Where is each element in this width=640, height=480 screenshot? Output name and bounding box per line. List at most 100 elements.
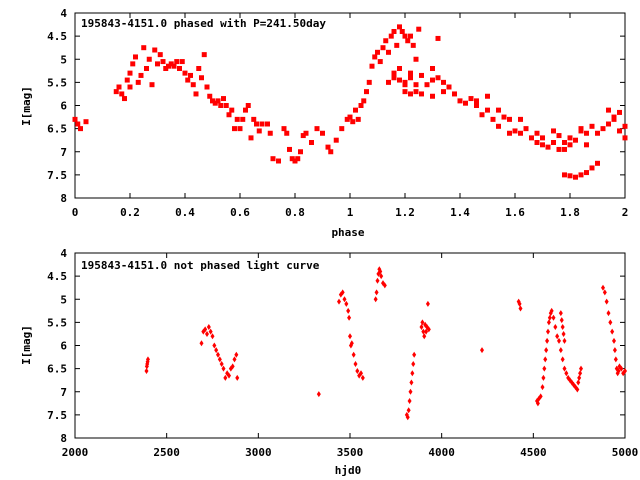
x-ticks: 0 0.2 0.4 0.6 0.8 1 1.2 1.4 1.6 1.8 2 bbox=[72, 13, 628, 219]
y-axis-label: I[mag] bbox=[20, 86, 33, 126]
data-point bbox=[201, 52, 207, 58]
data-point bbox=[373, 296, 378, 303]
data-point bbox=[364, 89, 369, 95]
data-point bbox=[408, 91, 413, 97]
data-point bbox=[402, 33, 408, 39]
data-point bbox=[130, 61, 136, 67]
x-ticks: 2000 2500 3000 3500 4000 4500 5000 bbox=[62, 253, 639, 459]
data-point bbox=[604, 298, 609, 305]
data-point bbox=[562, 172, 567, 178]
data-point bbox=[265, 121, 270, 127]
data-point bbox=[578, 128, 584, 134]
data-points bbox=[72, 24, 628, 180]
data-point bbox=[259, 121, 265, 127]
data-point bbox=[546, 328, 550, 335]
data-point bbox=[358, 103, 364, 108]
data-point bbox=[339, 126, 345, 132]
data-point bbox=[355, 116, 361, 122]
data-point bbox=[355, 367, 360, 374]
data-point bbox=[560, 324, 565, 330]
chart-title: 195843-4151.0 phased with P=241.50day bbox=[81, 17, 326, 30]
data-point bbox=[227, 372, 231, 379]
data-point bbox=[534, 130, 540, 136]
x-tick-label: 5000 bbox=[612, 446, 639, 459]
data-point bbox=[133, 54, 138, 60]
data-point bbox=[424, 328, 429, 335]
data-point bbox=[72, 116, 78, 122]
data-point bbox=[174, 59, 180, 65]
data-point bbox=[391, 29, 397, 34]
data-point bbox=[577, 374, 582, 381]
data-point bbox=[452, 91, 457, 97]
data-point bbox=[610, 328, 615, 335]
data-point bbox=[353, 107, 358, 113]
data-point bbox=[584, 142, 589, 148]
y-tick-label: 6 bbox=[60, 340, 67, 353]
data-point bbox=[406, 407, 411, 414]
data-point bbox=[541, 374, 546, 381]
data-point bbox=[309, 140, 314, 145]
data-point bbox=[146, 56, 152, 62]
data-point bbox=[205, 330, 209, 337]
data-point bbox=[518, 116, 523, 122]
data-point bbox=[425, 300, 430, 307]
data-point bbox=[490, 116, 496, 122]
y-tick-label: 7 bbox=[60, 386, 67, 399]
data-point bbox=[179, 59, 185, 65]
data-point bbox=[214, 347, 219, 354]
data-point bbox=[549, 307, 554, 314]
data-point bbox=[557, 337, 561, 344]
data-point bbox=[207, 93, 213, 99]
data-point bbox=[553, 324, 558, 330]
data-point bbox=[223, 374, 228, 381]
data-point bbox=[116, 84, 122, 90]
data-point bbox=[567, 135, 573, 141]
data-point bbox=[441, 79, 446, 85]
data-point bbox=[606, 121, 611, 127]
data-point bbox=[188, 72, 193, 78]
data-point bbox=[501, 114, 507, 120]
data-point bbox=[540, 142, 545, 148]
data-point bbox=[576, 379, 581, 386]
data-point bbox=[292, 158, 298, 164]
data-point bbox=[216, 351, 220, 358]
data-point bbox=[157, 52, 163, 58]
y-tick-label: 7.5 bbox=[47, 409, 67, 422]
data-point bbox=[351, 351, 356, 358]
data-point bbox=[276, 158, 281, 164]
data-point bbox=[402, 89, 408, 95]
data-point bbox=[333, 137, 339, 143]
phased-light-curve-panel: 195843-4151.0 phased with P=241.50day ph… bbox=[20, 7, 628, 239]
x-tick-label: 1 bbox=[347, 206, 354, 219]
data-point bbox=[402, 79, 408, 85]
data-point bbox=[556, 146, 562, 152]
data-point bbox=[397, 66, 402, 71]
x-tick-label: 2500 bbox=[153, 446, 180, 459]
plot-frame bbox=[74, 12, 626, 199]
data-point bbox=[386, 49, 391, 55]
y-tick-label: 4.5 bbox=[47, 30, 67, 43]
data-point bbox=[485, 107, 490, 113]
y-tick-label: 7.5 bbox=[47, 169, 67, 182]
data-point bbox=[564, 370, 569, 377]
y-tick-label: 6 bbox=[60, 100, 67, 113]
data-point bbox=[409, 379, 414, 386]
data-point bbox=[573, 137, 578, 143]
data-point bbox=[375, 49, 380, 55]
data-point bbox=[606, 310, 611, 317]
data-point bbox=[199, 340, 204, 347]
data-point bbox=[168, 61, 174, 67]
data-point bbox=[474, 103, 479, 108]
y-tick-label: 5.5 bbox=[47, 76, 67, 89]
data-point bbox=[289, 156, 295, 162]
data-point bbox=[348, 333, 352, 340]
data-point bbox=[558, 347, 563, 354]
data-point bbox=[479, 112, 485, 118]
data-point bbox=[408, 388, 413, 395]
data-point bbox=[145, 356, 150, 363]
data-point bbox=[474, 98, 479, 104]
data-point bbox=[314, 126, 320, 132]
data-point bbox=[232, 126, 237, 132]
data-point bbox=[212, 100, 218, 106]
data-point bbox=[221, 96, 226, 102]
